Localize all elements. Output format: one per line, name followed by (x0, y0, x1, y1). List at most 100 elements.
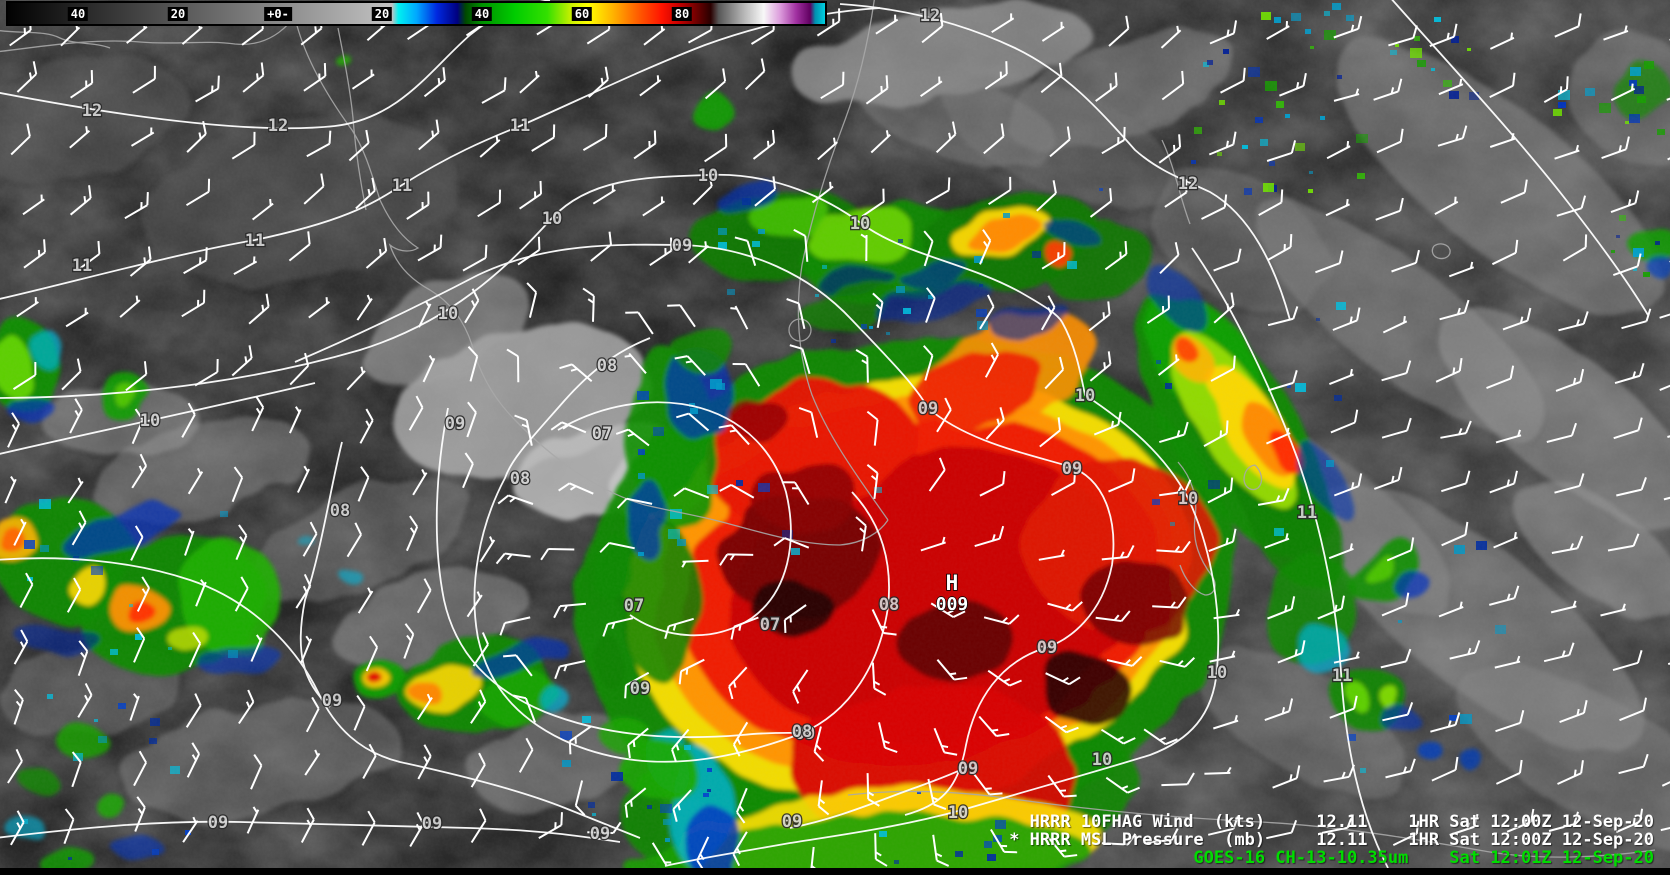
wind-barb (506, 348, 520, 383)
wind-barb (1616, 477, 1647, 497)
wind-barb (355, 177, 376, 210)
wind-barb (673, 487, 710, 499)
wind-barb (979, 294, 995, 330)
wind-barb (1266, 819, 1298, 840)
wind-barb (674, 355, 706, 376)
wind-barb (1385, 758, 1416, 779)
wind-barb (231, 466, 244, 503)
wind-barb (250, 754, 263, 790)
wind-barb (129, 693, 140, 721)
wind-barb (1326, 140, 1351, 160)
wind-barb (991, 13, 1015, 34)
wind-barb (1277, 640, 1306, 664)
wind-barb (409, 812, 425, 848)
wind-barb (692, 173, 713, 206)
pressure-contour-label: 08 (879, 595, 899, 615)
pressure-contour (0, 820, 621, 843)
wind-barb (1089, 188, 1113, 218)
wind-barb (624, 787, 647, 818)
wind-barb (932, 834, 950, 867)
wind-barb (1101, 544, 1135, 561)
wind-barb (550, 421, 587, 434)
wind-barb (602, 617, 634, 637)
wind-barb (1264, 533, 1290, 549)
wind-barb (248, 293, 270, 325)
wind-barb (300, 807, 315, 843)
wind-barb (351, 69, 375, 90)
wind-barb (936, 397, 952, 433)
wind-barb (1333, 88, 1360, 102)
wind-barb (719, 553, 754, 566)
wind-barb (730, 616, 759, 640)
wind-barb (978, 715, 1010, 738)
wind-barb (1388, 25, 1418, 47)
high-value: 009 (936, 594, 969, 615)
wind-barb (531, 124, 556, 152)
wind-barb (1279, 72, 1307, 97)
coastline (788, 318, 812, 342)
wind-barb (470, 808, 487, 844)
wind-barb (1610, 190, 1640, 214)
pressure-contour (789, 765, 969, 829)
wind-barb (418, 300, 432, 328)
pressure-contour-label: 10 (438, 304, 458, 324)
wind-barb (639, 75, 662, 97)
wind-barb (1392, 820, 1420, 847)
wind-barb (1386, 537, 1415, 562)
wind-barb (1161, 772, 1195, 787)
wind-barb (925, 177, 951, 205)
wind-barb (77, 240, 101, 271)
colorbar-tick-label: 80 (671, 6, 693, 21)
wind-barb (185, 693, 202, 728)
wind-barb (1210, 355, 1236, 382)
wind-barb (300, 635, 313, 664)
wind-barb (728, 666, 748, 700)
wind-barb (1088, 301, 1111, 332)
wind-barb (1212, 714, 1239, 730)
wind-barb (417, 744, 432, 780)
wind-barb (417, 234, 443, 262)
wind-barb (181, 402, 196, 438)
pressure-contour-label: 10 (140, 411, 160, 431)
wind-barb (481, 77, 507, 104)
coastline (0, 29, 111, 49)
wind-barb (1152, 596, 1187, 609)
wind-barb (1161, 70, 1185, 101)
wind-barb (925, 287, 936, 323)
pressure-contour-label: 10 (948, 803, 968, 823)
wind-barb (811, 181, 834, 204)
wind-barb (1208, 131, 1237, 156)
wind-barb (1550, 600, 1577, 614)
wind-barb (517, 236, 541, 266)
wind-barb (183, 247, 208, 275)
wind-barb (182, 816, 199, 843)
wind-barb (773, 537, 810, 549)
wind-barb (1381, 592, 1410, 617)
coastline (847, 790, 1656, 858)
wind-barb (464, 288, 480, 324)
wind-barb (664, 617, 694, 639)
contour-label-layer: 12 12 12 12 11 11 11 11 11 11 10 10 10 10 10 10 10 10 10 10… (70, 5, 1353, 846)
wind-barb (1104, 240, 1128, 271)
pressure-contour-label: 09 (918, 399, 938, 419)
pressure-contour-label: 11 (245, 231, 265, 251)
pressure-contour-label: 11 (392, 176, 412, 196)
wind-barb (357, 587, 374, 614)
wind-barb (633, 130, 657, 160)
wind-barb (133, 750, 147, 787)
wind-barb (1267, 596, 1296, 620)
wind-barb (649, 237, 673, 267)
wind-barb (559, 363, 593, 383)
wind-barb (186, 121, 207, 153)
wind-barb (860, 233, 868, 262)
wind-barb (408, 395, 424, 431)
wind-barb (1100, 728, 1136, 745)
wind-barb (353, 695, 366, 731)
wind-barb (1381, 417, 1412, 439)
wind-barb (1266, 21, 1290, 40)
pressure-contour-label: 09 (322, 691, 342, 711)
wind-barb (1491, 239, 1519, 266)
wind-barb (1555, 368, 1585, 392)
wind-barb (1619, 697, 1647, 722)
